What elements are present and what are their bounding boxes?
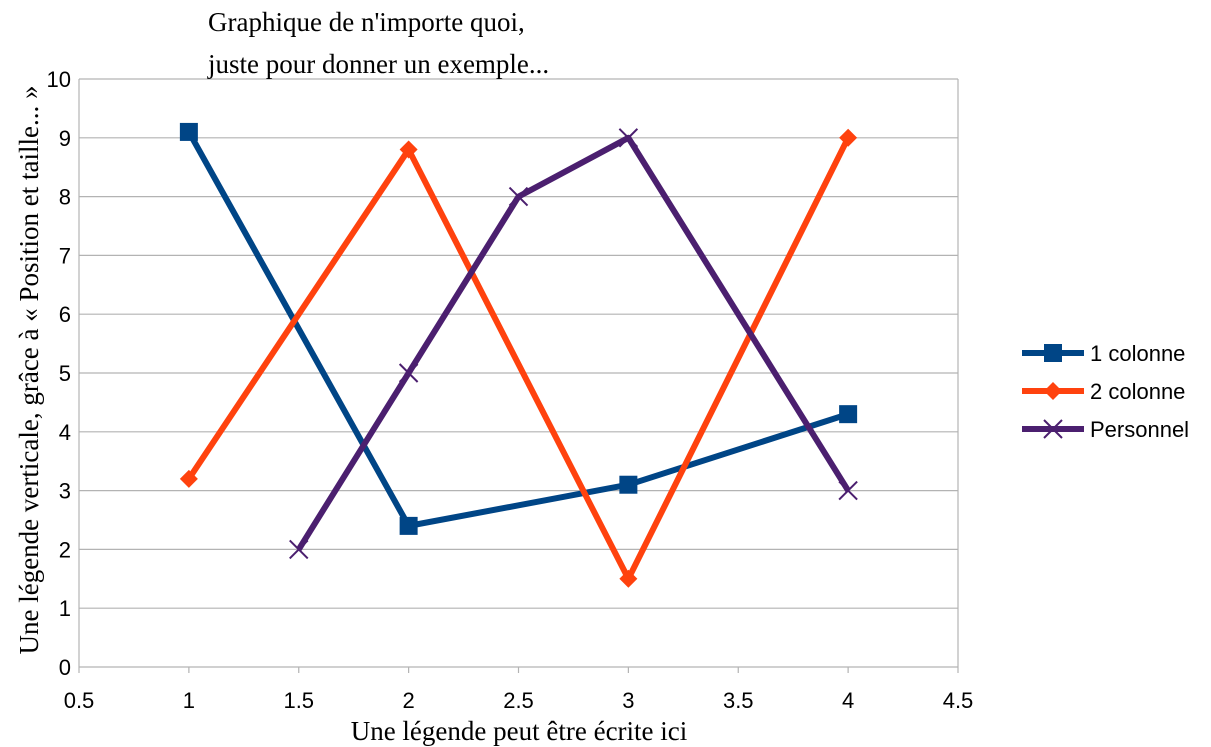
x-tick-label: 2 [403,688,415,713]
legend-label: 2 colonne [1090,379,1185,404]
data-point [398,363,419,383]
data-point [619,475,638,494]
data-point [839,405,858,424]
y-tick-label: 1 [59,596,71,621]
y-tick-label: 10 [47,67,71,92]
y-tick-label: 9 [59,126,71,151]
series-line [186,136,851,582]
data-point [839,128,858,147]
data-point [618,128,639,148]
data-point [508,186,529,207]
series-line [296,134,851,551]
x-tick-label: 3.5 [723,688,754,713]
x-tick-label: 2.5 [503,688,534,713]
x-axis-title: Une légende peut être écrite ici [351,716,688,746]
x-tick-label: 4.5 [943,688,974,713]
y-tick-label: 2 [59,537,71,562]
grid-lines [79,78,958,609]
y-tick-label: 3 [59,479,71,504]
y-tick-label: 8 [59,185,71,210]
series-2 [179,128,858,588]
x-tick-label: 4 [842,688,854,713]
data-point [838,480,858,501]
y-axis-tick-labels: 0 1 2 3 4 5 6 7 8 9 10 [47,67,71,680]
axes [78,79,959,673]
x-tick-label: 0.5 [64,688,95,713]
data-point [179,469,198,488]
y-axis-title: Une légende verticale, grâce à « Positio… [14,85,44,654]
chart-title-line-2: juste pour donner un exemple... [207,49,549,79]
series-3 [289,128,858,560]
chart-title-line-1: Graphique de n'importe quoi, [208,7,525,37]
legend-label: 1 colonne [1090,341,1185,366]
data-point [399,516,418,535]
data-point [399,140,418,159]
legend-item: Personnel [1022,417,1189,442]
data-point [179,122,198,141]
y-tick-label: 6 [59,302,71,327]
y-tick-label: 4 [59,420,71,445]
y-tick-label: 7 [59,243,71,268]
legend-item: 1 colonne [1022,341,1185,366]
legend: 1 colonne 2 colonne Personnel [1022,341,1189,442]
x-tick-label: 1 [183,688,195,713]
legend-marker [1044,382,1062,400]
y-tick-label: 5 [59,361,71,386]
legend-marker [1044,344,1062,362]
series-layer [179,122,858,588]
x-tick-label: 3 [622,688,634,713]
series-line [186,130,850,529]
legend-item: 2 colonne [1022,379,1185,404]
x-tick-label: 1.5 [283,688,314,713]
x-axis-tick-labels: 0.5 1 1.5 2 2.5 3 3.5 4 4.5 [64,688,974,713]
series-1 [179,122,858,535]
data-point [289,539,309,560]
legend-label: Personnel [1090,417,1189,442]
legend-marker [1043,419,1063,439]
data-point [619,569,638,588]
y-tick-label: 0 [59,655,71,680]
